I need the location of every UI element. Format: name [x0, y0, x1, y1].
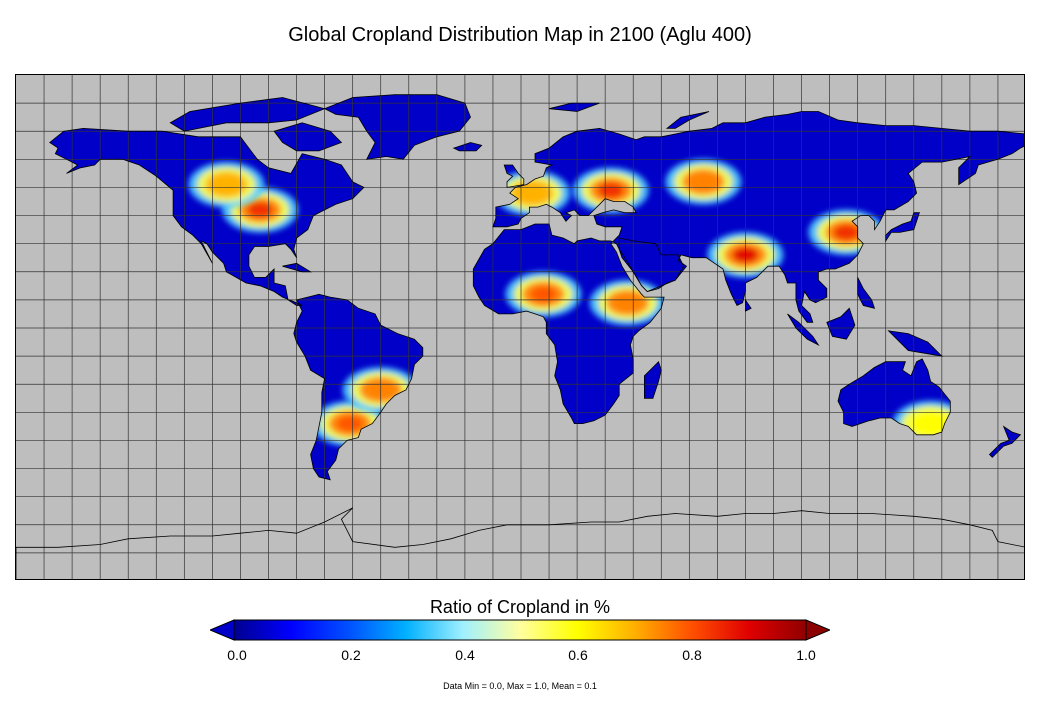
hotspot-level [833, 224, 860, 241]
hotspot-level [614, 295, 641, 311]
eurasia-coastline [472, 111, 1024, 425]
hotspot-level [247, 202, 273, 218]
hotspot-sahel-nigeria [505, 271, 582, 318]
borneo-land [826, 308, 855, 340]
greenland-land [324, 94, 471, 160]
colorbar-tick-3: 0.6 [568, 647, 588, 663]
arctic-islands-coastline [169, 97, 326, 132]
north-america-land [49, 128, 364, 306]
colorbar-under-arrow [210, 619, 235, 641]
japan-coastline [885, 212, 920, 243]
world-map [15, 74, 1025, 580]
new-zealand-land [989, 426, 1021, 458]
hotspot-canadian-prairies [188, 161, 265, 208]
borneo-coastline [826, 307, 856, 340]
new-zealand-coastline [988, 425, 1022, 458]
hotspot-eastern-europe-ukraine [572, 167, 649, 214]
colorbar [210, 619, 830, 641]
hotspot-eastern-china [808, 209, 885, 256]
hotspot-level [519, 185, 546, 201]
uk-coastline [503, 164, 525, 188]
australia-coastline [837, 358, 951, 436]
greenland-coastline [323, 94, 471, 160]
sumatra-land [787, 313, 819, 345]
cuba-coastline [282, 262, 313, 273]
new-guinea-coastline [887, 330, 943, 357]
hotspot-level [530, 286, 557, 302]
baffin-coastline [273, 122, 343, 152]
colorbar-over-arrow [805, 619, 830, 641]
arabia-patch-land [619, 238, 684, 292]
arabia-patch-coastline [618, 237, 685, 292]
map-title: Global Cropland Distribution Map in 2100… [288, 24, 752, 46]
graticule [16, 75, 1024, 579]
hotspot-kazakhstan-steppe [665, 159, 742, 205]
arctic-islands-land [170, 97, 325, 132]
colorbar-tick-4: 0.8 [682, 647, 702, 663]
iceland-land [453, 142, 482, 151]
svalbard-land [549, 103, 600, 112]
hotspot-level [917, 415, 944, 432]
map-canvas [16, 75, 1024, 579]
madagascar-land [644, 361, 662, 399]
colorbar-tick-1: 0.2 [341, 647, 361, 663]
coastlines [16, 94, 1024, 579]
colorbar-title: Ratio of Cropland in % [429, 597, 611, 617]
colorbar-gradient [233, 619, 807, 641]
colorbar-tick-2: 0.4 [455, 647, 475, 663]
hotspot-level [597, 182, 624, 198]
novaya-zemlya-coastline [665, 111, 710, 129]
hotspot-level [690, 174, 717, 190]
philippines-coastline [857, 277, 876, 309]
antarctica-coastline [16, 507, 1024, 579]
svalbard-coastline [549, 102, 600, 112]
iceland-coastline [452, 142, 483, 152]
hotspot-level [213, 176, 240, 193]
colorbar-tick-0: 0.0 [227, 647, 247, 663]
sri-lanka-coastline [745, 298, 752, 312]
new-guinea-land [888, 330, 942, 357]
sumatra-coastline [787, 313, 820, 346]
hotspot-ethiopian-highlands [589, 279, 666, 326]
japan-land [885, 212, 920, 241]
colorbar-tick-5: 1.0 [796, 647, 816, 663]
hotspot-western-europe [494, 170, 571, 216]
madagascar-coastline [644, 360, 662, 399]
hotspot-level [337, 415, 363, 432]
south-america-coastline [293, 293, 424, 481]
north-america-coastline [49, 127, 365, 306]
data-stats: Data Min = 0.0, Max = 1.0, Mean = 0.1 [443, 681, 597, 691]
hotspot-murray-darling-basin [892, 400, 969, 447]
